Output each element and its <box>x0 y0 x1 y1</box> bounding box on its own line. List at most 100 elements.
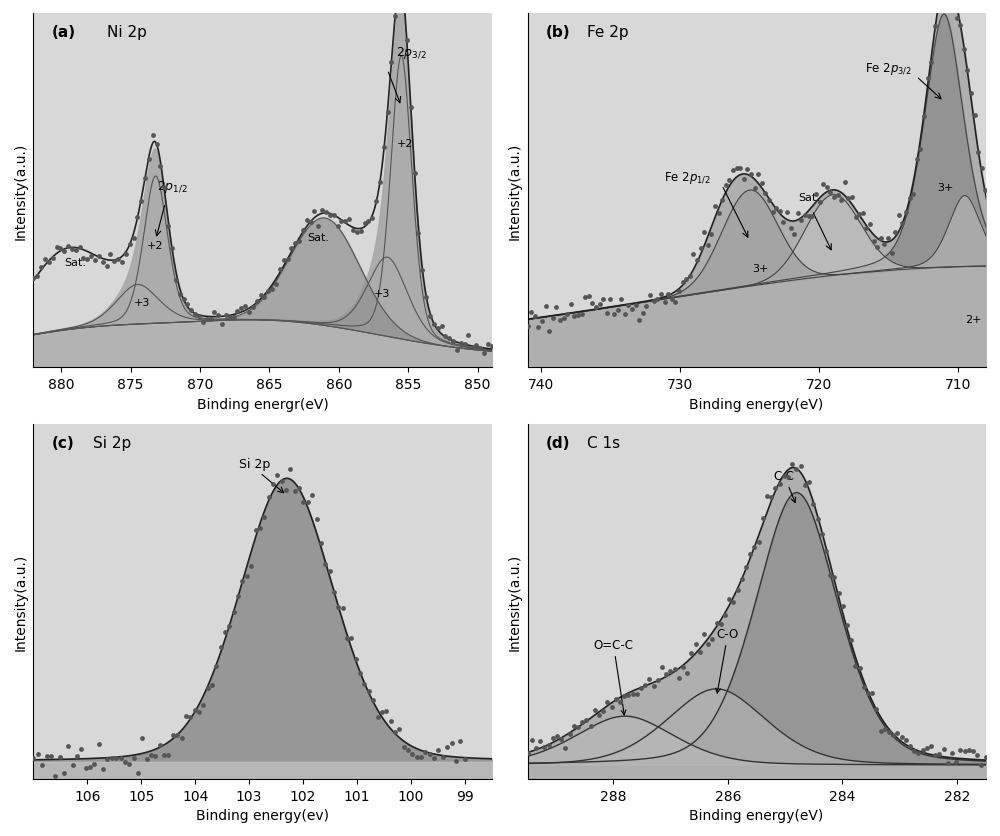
Point <box>759 490 775 503</box>
Point <box>234 575 250 589</box>
Point <box>464 341 480 354</box>
Point <box>422 747 438 761</box>
Point <box>725 164 741 177</box>
Point <box>844 191 860 204</box>
Point <box>29 270 45 283</box>
Point <box>739 164 755 177</box>
Point <box>396 741 412 754</box>
Point <box>862 218 878 232</box>
Point <box>326 209 342 222</box>
Point <box>927 748 943 762</box>
Point <box>570 308 586 322</box>
Point <box>881 726 897 739</box>
Point <box>793 214 809 227</box>
Point <box>606 308 622 322</box>
Point <box>317 558 333 571</box>
Point <box>767 482 783 495</box>
Point <box>226 311 242 324</box>
Point <box>898 206 914 220</box>
Text: Sat.: Sat. <box>64 257 86 268</box>
Point <box>256 511 272 524</box>
Point <box>106 255 122 268</box>
Point <box>252 521 268 534</box>
Point <box>625 687 641 701</box>
Point <box>457 338 473 351</box>
Point <box>441 332 457 345</box>
Point <box>818 544 834 558</box>
Point <box>957 745 973 758</box>
Text: Fe $2p_{3/2}$: Fe $2p_{3/2}$ <box>865 62 912 77</box>
Point <box>25 273 41 286</box>
Point <box>534 315 550 329</box>
Point <box>738 560 754 573</box>
Point <box>426 318 442 331</box>
Point <box>387 726 403 739</box>
Point <box>387 10 403 23</box>
Point <box>866 236 882 249</box>
Point <box>930 0 946 7</box>
Point <box>352 666 368 680</box>
Point <box>114 257 130 270</box>
Point <box>156 749 172 762</box>
Point <box>869 241 885 254</box>
Point <box>204 678 220 691</box>
Text: 3+: 3+ <box>937 183 953 193</box>
Point <box>916 110 932 124</box>
Point <box>49 241 65 254</box>
Point <box>468 339 484 353</box>
Point <box>761 194 777 207</box>
Point <box>704 633 720 646</box>
Point <box>33 261 49 274</box>
Point <box>858 222 874 235</box>
Y-axis label: Intensity(a.u.): Intensity(a.u.) <box>508 142 522 239</box>
Point <box>768 201 784 215</box>
Point <box>894 731 910 744</box>
Text: 2+: 2+ <box>965 314 981 324</box>
Point <box>99 752 115 766</box>
Point <box>604 701 620 714</box>
Point <box>552 314 568 328</box>
Point <box>577 291 593 304</box>
Text: +2: +2 <box>397 139 414 149</box>
Point <box>345 223 361 237</box>
Point <box>683 646 699 660</box>
Point <box>520 747 536 760</box>
Point <box>707 201 723 214</box>
Point <box>985 220 1000 233</box>
Point <box>134 732 150 745</box>
Point <box>121 757 137 771</box>
Point <box>635 307 651 320</box>
Point <box>65 758 81 772</box>
Point <box>692 645 708 659</box>
Point <box>47 770 63 783</box>
Text: +2: +2 <box>147 241 164 251</box>
Point <box>221 620 237 634</box>
Point <box>682 270 698 283</box>
Point <box>213 641 229 655</box>
X-axis label: Binding energy(eV): Binding energy(eV) <box>689 808 824 822</box>
Point <box>187 703 203 716</box>
Point <box>826 191 842 204</box>
Point <box>736 173 752 186</box>
Point <box>78 761 94 774</box>
Point <box>952 19 968 33</box>
Point <box>765 206 781 219</box>
Point <box>160 749 176 762</box>
Point <box>538 300 554 314</box>
Point <box>41 256 57 269</box>
Point <box>936 742 952 756</box>
Point <box>729 161 745 175</box>
Point <box>965 744 981 757</box>
Point <box>885 729 901 742</box>
Point <box>856 681 872 694</box>
Point <box>667 663 683 676</box>
Point <box>30 747 46 761</box>
Point <box>52 751 68 764</box>
Point <box>608 692 624 706</box>
Point <box>877 722 893 736</box>
Point <box>348 652 364 665</box>
Point <box>168 273 184 287</box>
Point <box>69 750 85 763</box>
Point <box>775 217 791 230</box>
Point <box>654 660 670 674</box>
